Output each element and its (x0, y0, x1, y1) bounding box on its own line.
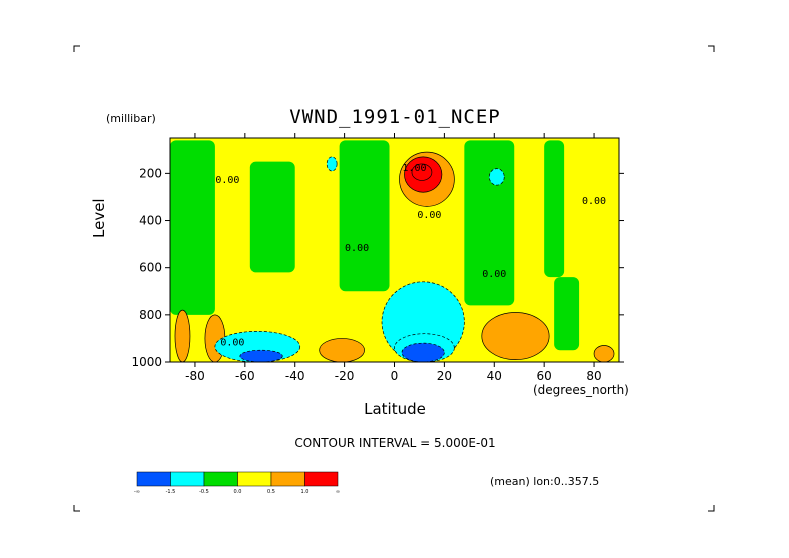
field-region (481, 312, 550, 360)
corner-mark (73, 505, 80, 512)
contour-labels: 1.00 0.00 0.00 0.00 0.00 0.00 0.00 (215, 163, 606, 348)
x-axis-unit: (degrees_north) (533, 383, 629, 397)
x-tick-label: 40 (487, 369, 502, 383)
corner-marks (73, 45, 715, 512)
colorbar-swatch (270, 471, 305, 487)
contour-label: 0.00 (482, 269, 506, 280)
colorbar-label: 0.0 (234, 489, 242, 495)
field-region (554, 277, 580, 351)
contour-label: 0.00 (417, 210, 441, 221)
mean-note: (mean) lon:0..357.5 (490, 475, 600, 488)
colorbar: -∞ -1.5 -0.5 0.0 0.5 1.0 ∞ (134, 471, 340, 495)
colorbar-label: 0.5 (267, 489, 275, 495)
y-tick-label: 800 (139, 308, 162, 322)
x-tick-label: -20 (335, 369, 355, 383)
field-region (411, 163, 433, 181)
x-axis-label: Latitude (364, 400, 426, 418)
field-region (544, 140, 565, 278)
y-tick-label: 200 (139, 166, 162, 180)
field-region (464, 140, 515, 306)
colorbar-label: -0.5 (199, 489, 209, 495)
contour-label: 0.00 (220, 337, 244, 348)
y-tick-label: 1000 (131, 355, 162, 369)
chart-title: VWND_1991-01_NCEP (289, 106, 501, 128)
corner-mark (708, 505, 715, 512)
colorbar-label: 1.0 (301, 489, 309, 495)
colorbar-label: -∞ (134, 489, 140, 495)
field-region (401, 342, 445, 363)
field-region (326, 156, 338, 172)
field-region (319, 338, 365, 363)
colorbar-swatch (203, 471, 238, 487)
axes: -80 -60 -40 -20 0 20 40 60 80 200 400 600 800 1000 (131, 133, 624, 383)
y-axis-label: Level (90, 198, 108, 238)
field-region (174, 309, 191, 363)
contour-label: 0.00 (215, 175, 239, 186)
y-axis-unit: (millibar) (106, 112, 156, 125)
x-tick-label: 60 (537, 369, 552, 383)
x-tick-label: -60 (235, 369, 255, 383)
field-region (339, 140, 390, 292)
corner-mark (708, 45, 715, 52)
x-tick-label: 0 (391, 369, 399, 383)
field-region (488, 168, 505, 186)
colorbar-swatch (136, 471, 171, 487)
contour-label: 0.00 (582, 196, 606, 207)
x-tick-label: 80 (586, 369, 601, 383)
colorbar-label: -1.5 (166, 489, 176, 495)
y-tick-label: 600 (139, 261, 162, 275)
contour-interval-note: CONTOUR INTERVAL = 5.000E-01 (294, 436, 496, 450)
contour-label: 0.00 (345, 243, 369, 254)
y-tick-label: 400 (139, 214, 162, 228)
colorbar-swatch (304, 471, 339, 487)
field-region (593, 345, 615, 363)
colorbar-label: ∞ (336, 489, 340, 495)
contour-label: 1.00 (402, 163, 426, 174)
x-tick-label: -80 (185, 369, 205, 383)
field-region (249, 161, 295, 273)
field-region (239, 349, 283, 363)
x-tick-label: 20 (437, 369, 452, 383)
field-region (170, 140, 215, 315)
corner-mark (73, 45, 80, 52)
plot-fill (170, 138, 619, 363)
x-tick-label: -40 (285, 369, 305, 383)
colorbar-swatch (170, 471, 205, 487)
colorbar-swatch (237, 471, 272, 487)
